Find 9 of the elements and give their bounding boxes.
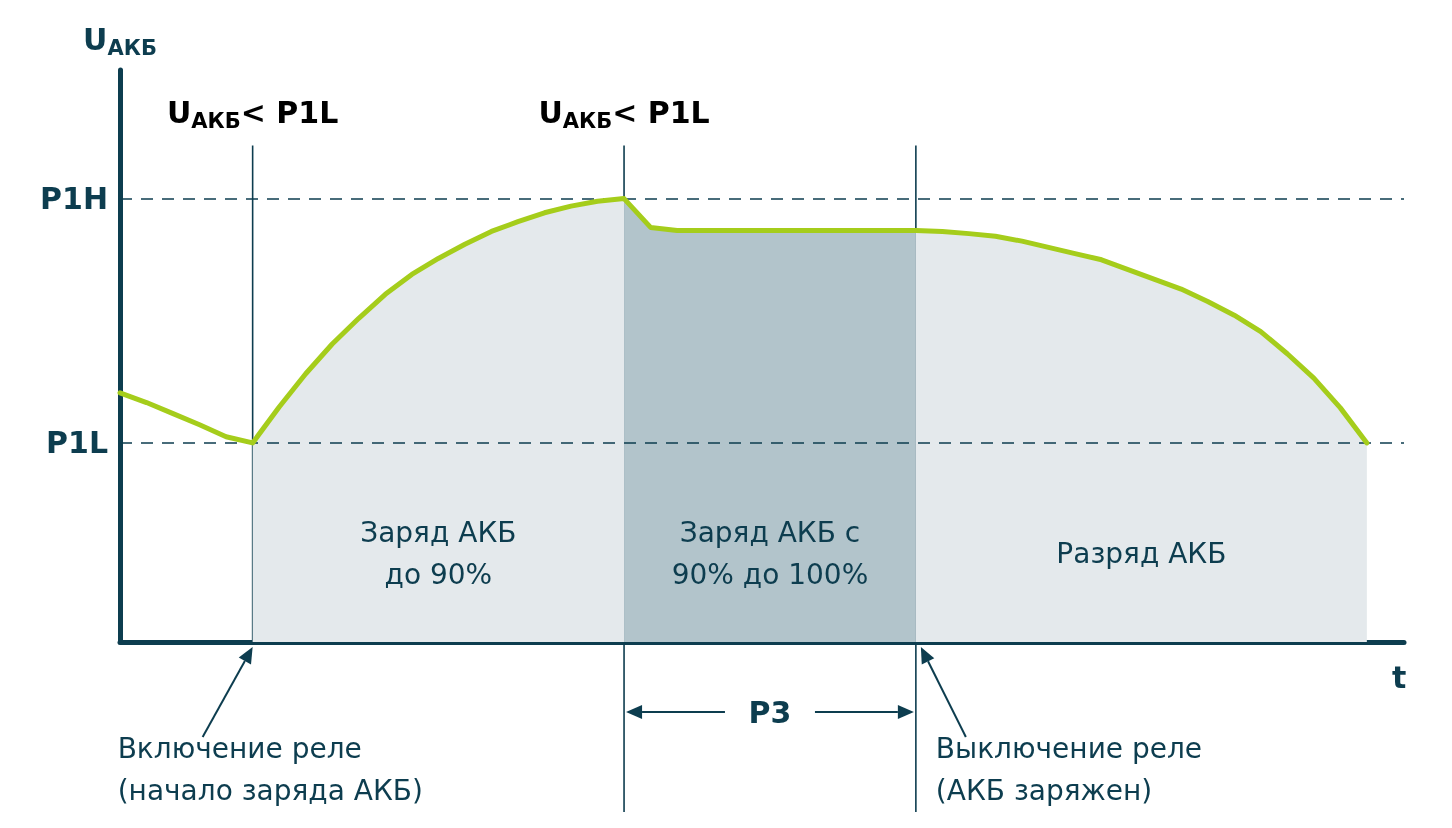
x-axis-title: t [1392,659,1407,695]
text: Включение реле (начало заряда АКБ) [117,731,423,807]
ref-line-label: P1L [46,424,108,460]
text: Выключение реле (АКБ заряжен) [935,731,1203,807]
text: P3 [748,694,792,730]
series-label: Заряд АКБ с 90% до 100% [671,515,869,591]
ref-line-label: P1H [40,181,108,217]
series-label: Разряд АКБ [1056,536,1227,570]
series-label: Заряд АКБ до 90% [360,515,517,591]
